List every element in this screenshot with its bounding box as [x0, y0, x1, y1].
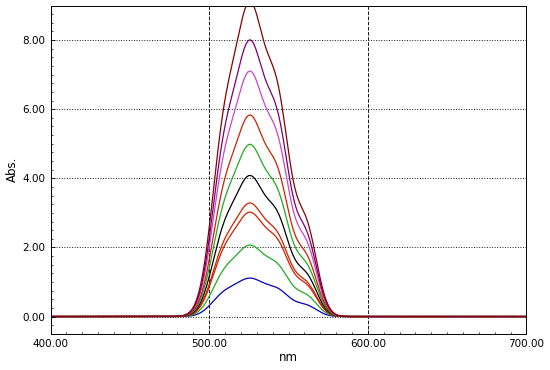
- Y-axis label: Abs.: Abs.: [6, 157, 19, 182]
- X-axis label: nm: nm: [279, 352, 298, 364]
